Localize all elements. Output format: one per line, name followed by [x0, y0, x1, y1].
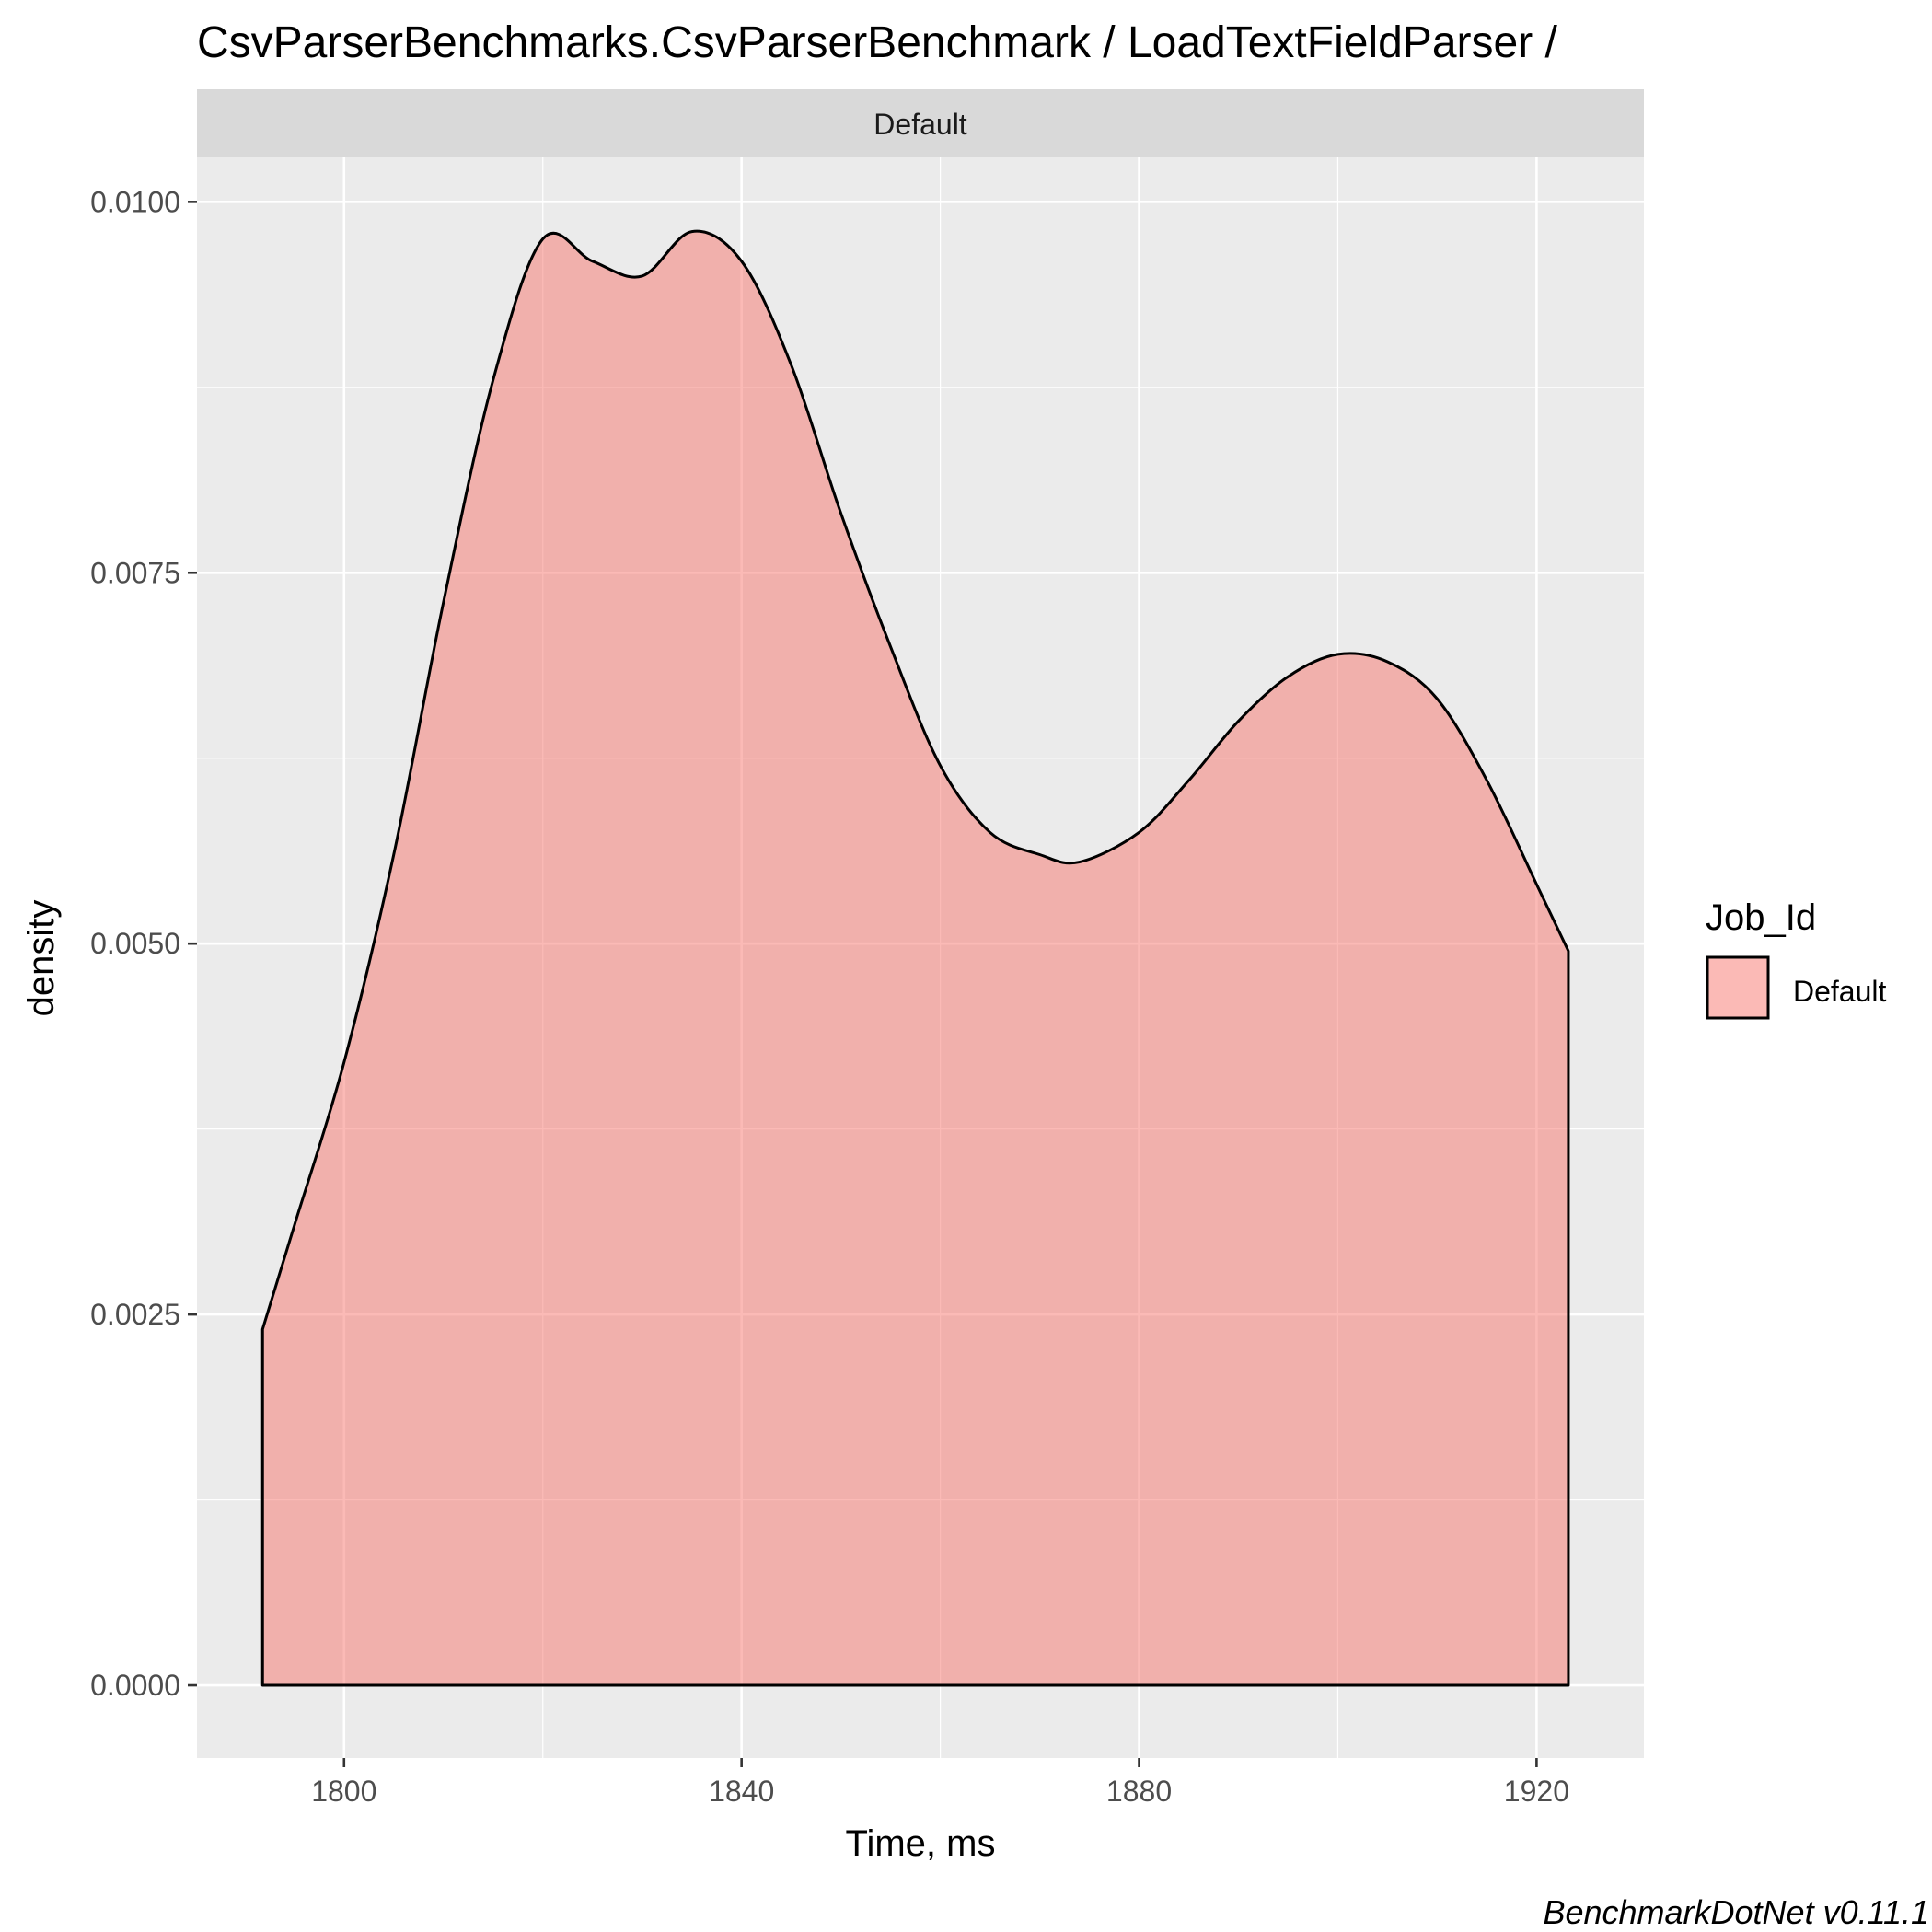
legend: Job_Id Default [1706, 897, 1887, 1020]
x-tick-label: 1920 [1504, 1775, 1569, 1808]
facet-strip [197, 89, 1644, 157]
y-axis: 0.0000 0.0025 0.0050 0.0075 0.0100 [90, 185, 197, 1702]
facet-strip-label: Default [873, 108, 967, 141]
caption: BenchmarkDotNet v0.11.1 [1543, 1893, 1929, 1931]
density-area-default [260, 229, 1570, 1687]
y-tick-label: 0.0025 [90, 1298, 180, 1331]
chart-title: CsvParserBenchmarks.CsvParserBenchmark /… [197, 18, 1558, 67]
x-axis: 1800 1840 1880 1920 [311, 1758, 1569, 1808]
y-tick-label: 0.0050 [90, 927, 180, 960]
y-axis-title: density [21, 900, 62, 1017]
y-tick-label: 0.0100 [90, 185, 180, 218]
x-tick-label: 1800 [311, 1775, 376, 1808]
legend-title: Job_Id [1706, 897, 1816, 938]
legend-key-default [1706, 955, 1770, 1020]
x-tick-label: 1880 [1106, 1775, 1172, 1808]
x-axis-title: Time, ms [846, 1823, 996, 1864]
x-tick-label: 1840 [709, 1775, 774, 1808]
y-tick-label: 0.0075 [90, 556, 180, 589]
legend-label-default: Default [1793, 975, 1887, 1008]
y-tick-label: 0.0000 [90, 1669, 180, 1702]
